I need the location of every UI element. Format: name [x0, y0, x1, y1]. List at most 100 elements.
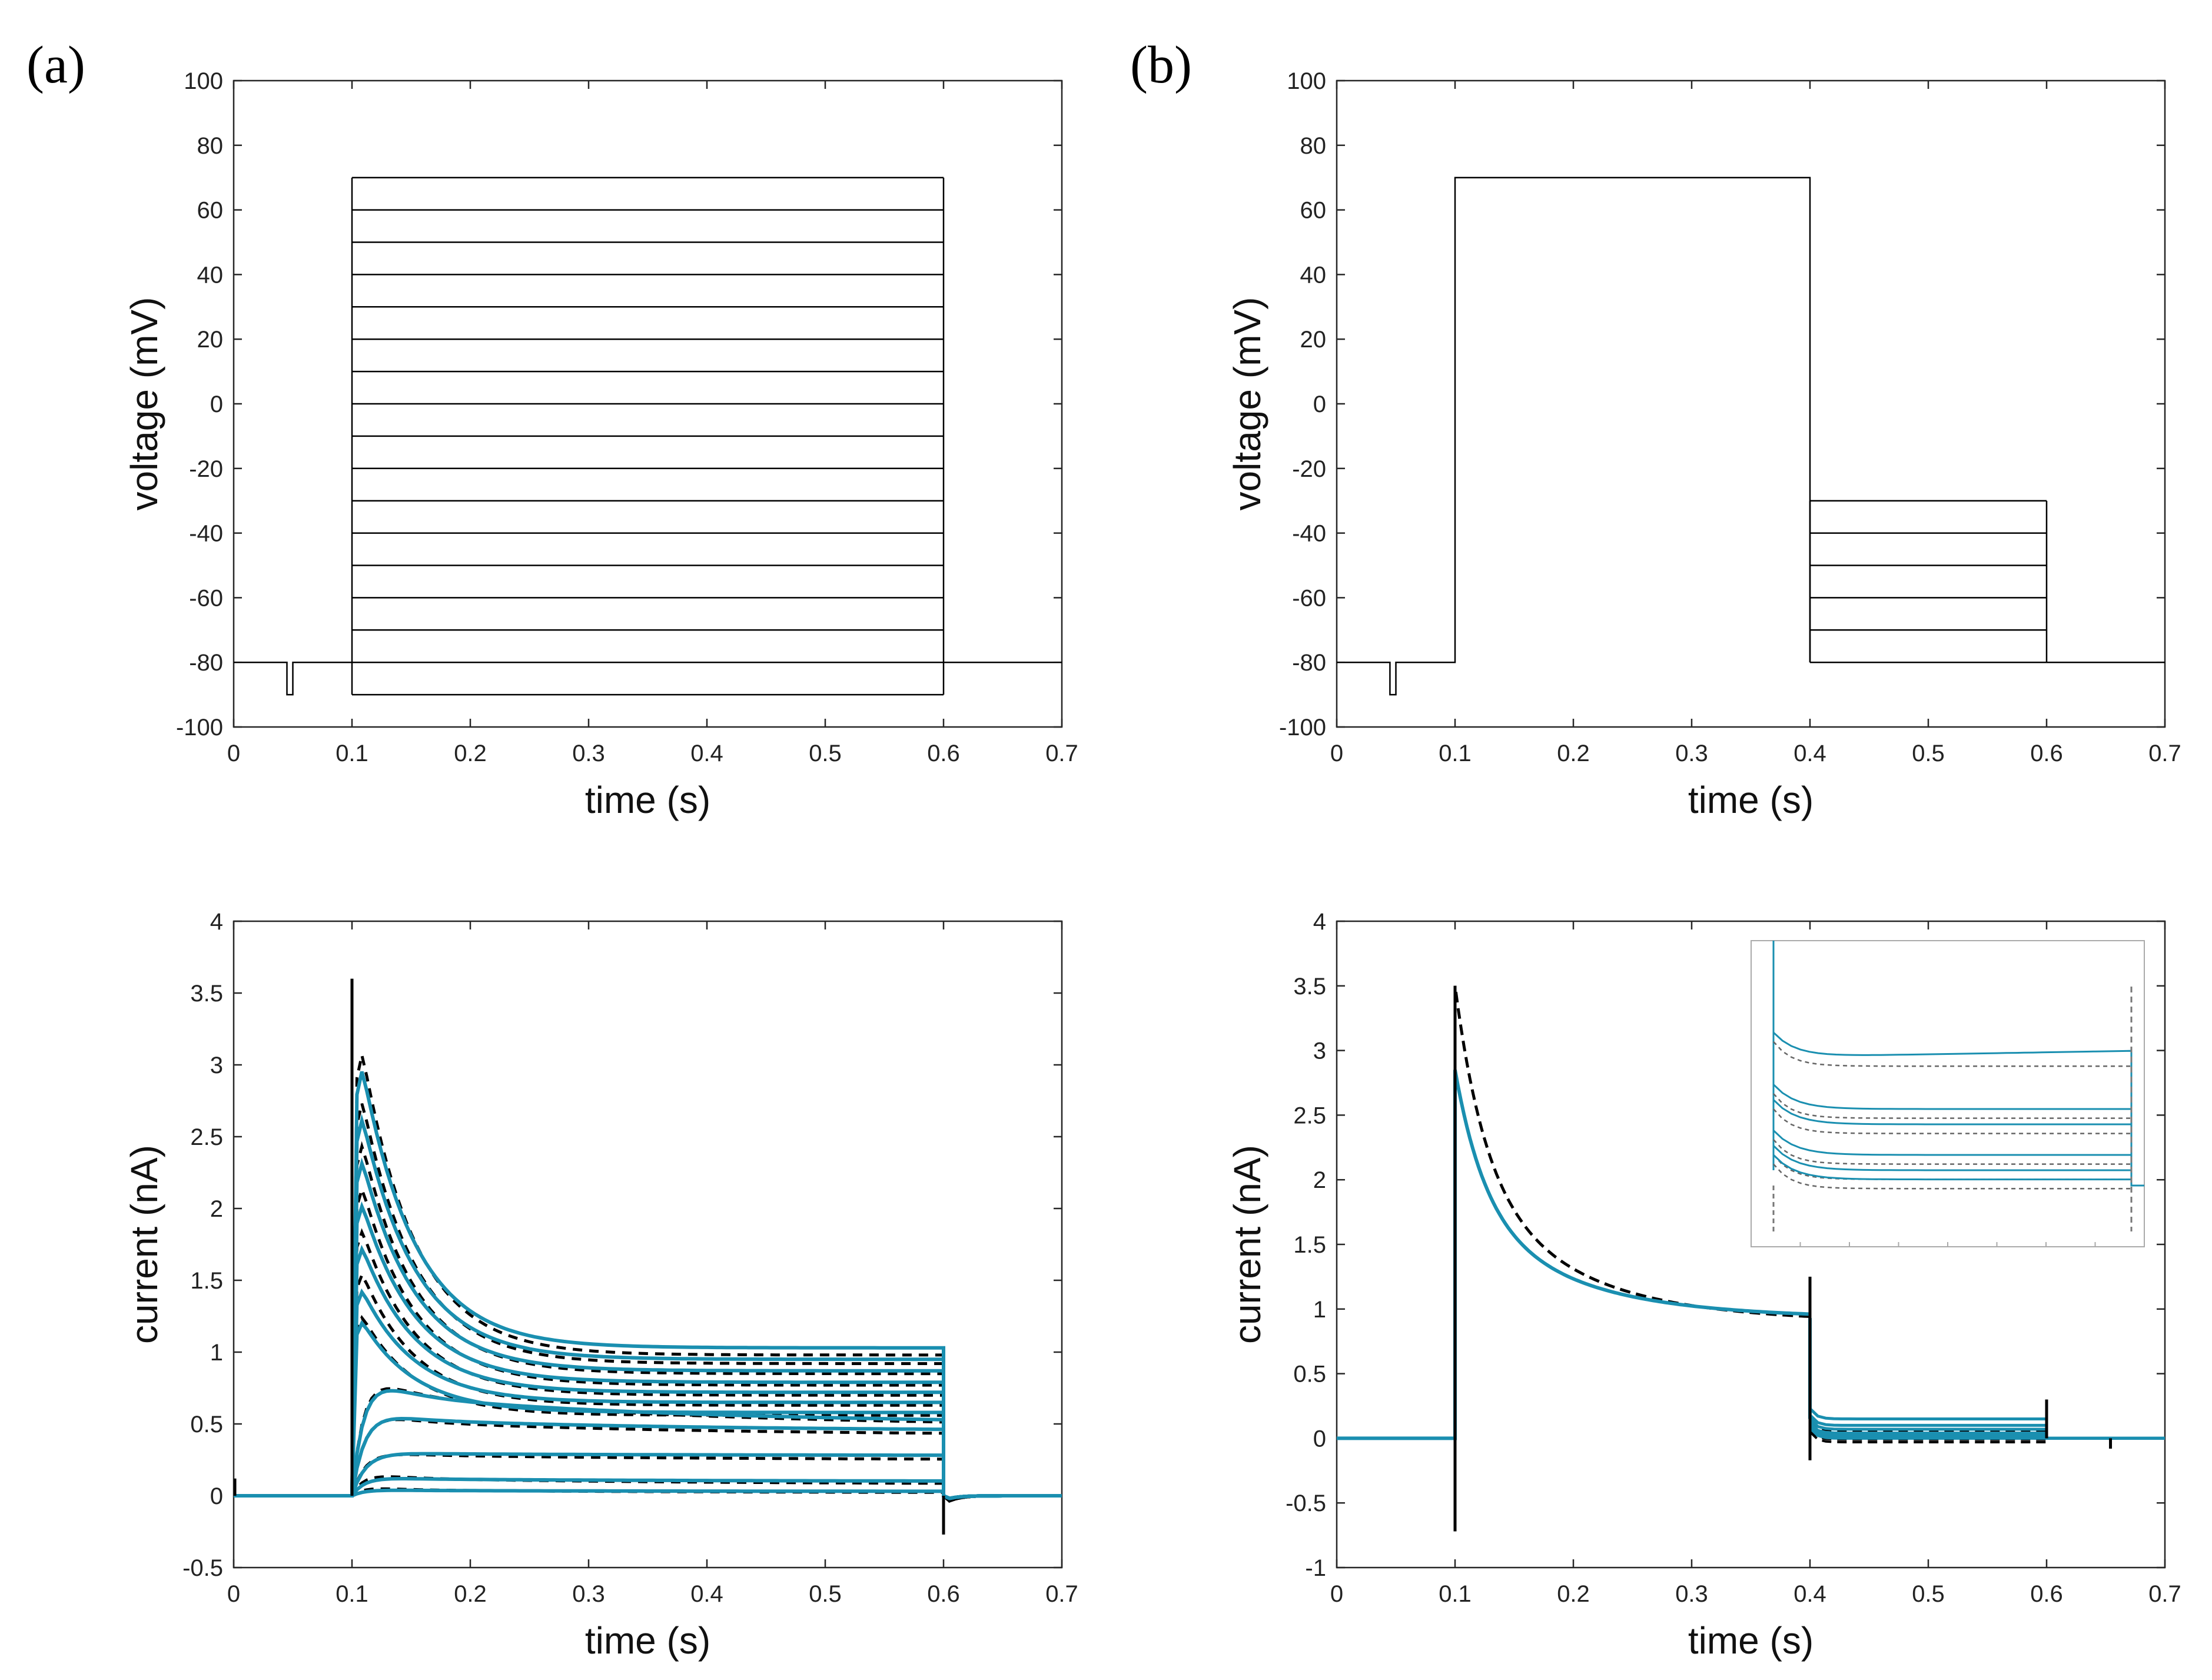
- y-tick-label: 1: [1313, 1297, 1326, 1323]
- experimental-current-trace: [234, 1141, 1062, 1503]
- experimental-current-trace: [234, 1228, 1062, 1503]
- simulated-tail-trace: [1809, 1427, 2165, 1440]
- y-tick-label: 1.5: [190, 1268, 223, 1294]
- y-tick-label: -100: [176, 715, 223, 741]
- inset-experimental-tail: [1773, 1041, 2131, 1067]
- x-tick-label: 0.7: [1045, 1581, 1078, 1607]
- y-tick-label: 0.5: [190, 1412, 223, 1437]
- y-axis-label: current (nA): [123, 1145, 165, 1344]
- y-tick-label: 60: [197, 198, 224, 224]
- inset-simulated-tail: [1772, 1130, 2144, 1187]
- inset-simulated-tail: [1772, 1084, 2144, 1187]
- y-tick-label: -40: [189, 521, 223, 547]
- x-tick-label: 0: [227, 1581, 240, 1607]
- chart-voltage-protocol-b: 0 0.1 0.2 0.3 0.4 0.5 0.6 0.7 -100 -80 -60 -40 -20 0 2…: [1226, 68, 2181, 821]
- y-tick-label: -80: [189, 650, 223, 676]
- y-tick-label: 2.5: [1293, 1103, 1326, 1128]
- inset-experimental-tail: [1773, 1093, 2131, 1119]
- x-tick-label: 0: [1330, 1581, 1343, 1607]
- x-tick-label: 0.6: [927, 741, 960, 766]
- y-tick-label: 3: [1313, 1038, 1326, 1064]
- x-tick-label: 0.1: [1439, 1581, 1472, 1607]
- experimental-current-trace: [1337, 985, 1811, 1440]
- experimental-current-trace: [234, 1453, 1062, 1503]
- y-tick-label: -60: [189, 585, 223, 611]
- x-tick-label: 0.2: [454, 741, 487, 766]
- inset-experimental-tail: [1773, 1108, 2131, 1134]
- y-tick-label: -0.5: [1286, 1490, 1326, 1516]
- simulated-current-trace: [234, 1244, 1062, 1500]
- y-tick-label: 80: [197, 133, 224, 159]
- panel-label-b: (b): [1130, 36, 1192, 94]
- x-tick-label: 0.5: [809, 1581, 842, 1607]
- simulated-current-trace: [234, 1416, 1062, 1500]
- y-tick-label: 4: [210, 909, 223, 935]
- x-axis-label: time (s): [1688, 1619, 1814, 1662]
- y-tick-label: 4: [1313, 909, 1326, 935]
- simulated-tail-trace: [1809, 1407, 2165, 1440]
- y-tick-label: 20: [1300, 327, 1327, 353]
- y-tick-label: -1: [1305, 1555, 1326, 1581]
- x-tick-label: 0.1: [336, 1581, 368, 1607]
- holding-potential-line: [234, 661, 352, 696]
- trace-group: [234, 978, 1062, 1535]
- simulated-current-trace: [234, 1389, 1062, 1500]
- x-tick-label: 0.7: [1045, 741, 1078, 766]
- simulated-current-trace: [234, 1201, 1062, 1500]
- x-tick-label: 0.4: [690, 1581, 723, 1607]
- simulated-current-trace: [234, 1320, 1062, 1500]
- x-tick-label: 0.3: [1675, 1581, 1708, 1607]
- y-axis-label: voltage (mV): [1226, 297, 1268, 511]
- x-tick-label: 0.2: [454, 1581, 487, 1607]
- y-tick-label: 60: [1300, 198, 1327, 224]
- y-tick-label: 0: [210, 391, 223, 417]
- y-tick-label: 0.5: [1293, 1362, 1326, 1387]
- y-tick-label: 0: [210, 1483, 223, 1509]
- y-tick-label: 3: [210, 1053, 223, 1078]
- x-axis-label: time (s): [585, 779, 710, 821]
- simulated-current-trace: [234, 1157, 1062, 1500]
- y-tick-label: 100: [1287, 68, 1326, 94]
- x-axis-label: time (s): [1688, 779, 1814, 821]
- inset-simulated-tail: [1772, 1145, 2144, 1187]
- experimental-current-trace: [234, 1184, 1062, 1503]
- y-tick-label: 80: [1300, 133, 1327, 159]
- x-axis-label: time (s): [585, 1619, 710, 1662]
- chart-current-traces-b: 0 0.1 0.2 0.3 0.4 0.5 0.6 0.7 -1 -0.5 0 0.5 1 1.5 2 2.5…: [1226, 909, 2181, 1662]
- x-tick-label: 0.5: [809, 741, 842, 766]
- y-tick-label: 1.5: [1293, 1232, 1326, 1258]
- y-tick-label: 2.5: [190, 1124, 223, 1150]
- x-tick-label: 0.4: [690, 741, 723, 766]
- x-tick-label: 0.2: [1557, 1581, 1590, 1607]
- y-tick-label: 0: [1313, 391, 1326, 417]
- y-tick-label: 100: [184, 68, 223, 94]
- y-tick-label: 1: [210, 1340, 223, 1366]
- x-tick-label: 0.4: [1793, 1581, 1826, 1607]
- y-tick-label: -20: [189, 456, 223, 482]
- simulated-current-trace: [234, 1477, 1062, 1500]
- y-tick-label: 20: [197, 327, 224, 353]
- simulated-current-trace: [234, 1288, 1062, 1500]
- panel-label-a: (a): [26, 36, 85, 94]
- simulated-tail-trace: [1809, 1422, 2165, 1440]
- x-tick-label: 0.1: [1439, 741, 1472, 766]
- simulated-current-trace: [234, 1488, 1062, 1500]
- y-tick-label: 3.5: [190, 981, 223, 1007]
- y-tick-label: -80: [1292, 650, 1326, 676]
- x-tick-label: 0.3: [1675, 741, 1708, 766]
- experimental-current-trace: [234, 1418, 1062, 1503]
- y-tick-label: 40: [197, 262, 224, 288]
- x-tick-label: 0.5: [1912, 741, 1945, 766]
- simulated-tail-trace: [1809, 1417, 2165, 1440]
- trace-group: [1337, 985, 2165, 1532]
- x-tick-label: 0: [227, 741, 240, 766]
- simulated-current-trace: [234, 1071, 1062, 1500]
- x-tick-label: 0.6: [2030, 1581, 2063, 1607]
- x-tick-label: 0.1: [336, 741, 368, 766]
- experimental-tail-trace: [1809, 1430, 2165, 1443]
- simulated-tail-trace: [1809, 1424, 2165, 1440]
- x-tick-label: 0.6: [2030, 741, 2063, 766]
- y-tick-label: 3.5: [1293, 974, 1326, 1000]
- y-tick-label: 2: [210, 1196, 223, 1222]
